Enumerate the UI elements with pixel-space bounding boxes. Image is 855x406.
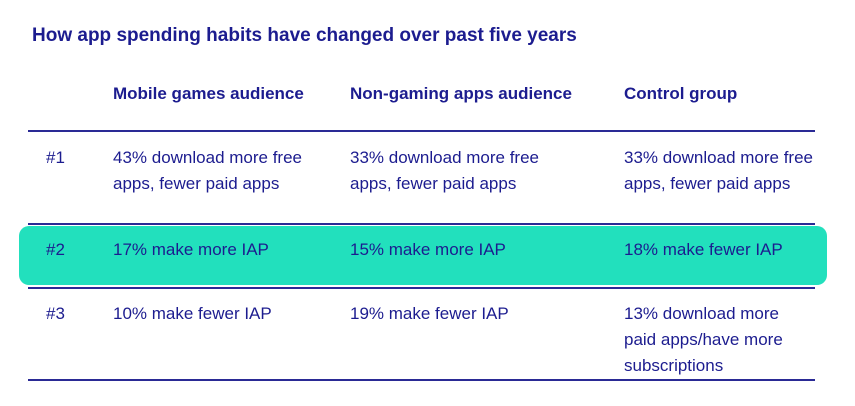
table-cell: 17% make more IAP xyxy=(113,240,269,259)
row-divider xyxy=(28,223,815,225)
table-cell: 18% make fewer IAP xyxy=(624,240,783,259)
table-cell: 10% make fewer IAP xyxy=(113,304,272,323)
rank-label: #2 xyxy=(46,240,65,259)
header-divider xyxy=(28,130,815,132)
table-cell: 33% download more free apps, fewer paid … xyxy=(624,148,814,193)
rank-label: #1 xyxy=(46,148,65,167)
header-mobile-games: Mobile games audience xyxy=(113,84,304,103)
rank-label: #3 xyxy=(46,304,65,323)
table-title: How app spending habits have changed ove… xyxy=(32,25,577,46)
table-cell: 13% download more paid apps/have more su… xyxy=(624,304,783,375)
row-divider xyxy=(28,287,815,289)
table-cell: 15% make more IAP xyxy=(350,240,506,259)
row-highlight xyxy=(19,226,827,285)
table-cell: 43% download more free apps, fewer paid … xyxy=(113,148,303,193)
header-non-gaming: Non-gaming apps audience xyxy=(350,84,572,103)
table-cell: 19% make fewer IAP xyxy=(350,304,509,323)
header-control-group: Control group xyxy=(624,84,738,103)
table-cell: 33% download more free apps, fewer paid … xyxy=(350,148,540,193)
table-bottom-border xyxy=(28,379,815,381)
